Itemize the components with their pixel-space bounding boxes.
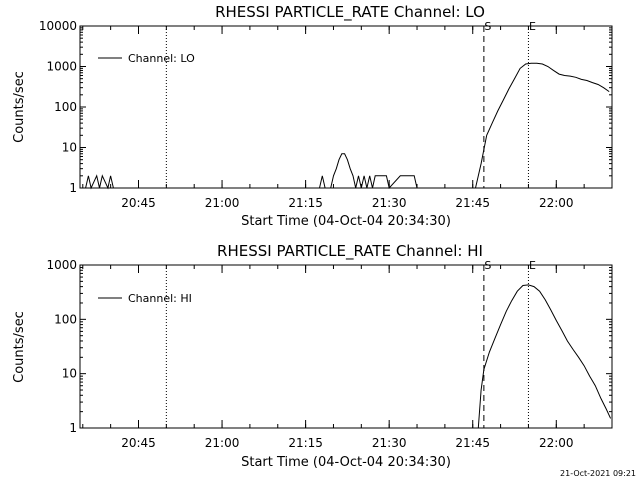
lo-series-line: [85, 62, 610, 190]
lo-x-tick-label: 22:00: [539, 196, 574, 210]
lo-y-tick-label: 10000: [39, 19, 77, 33]
hi-marker-label-E: E: [529, 259, 536, 272]
lo-legend-label: Channel: LO: [128, 52, 195, 65]
hi-y-tick-label: 100: [54, 312, 77, 326]
hi-x-tick-label: 21:45: [455, 436, 490, 450]
hi-x-tick-label: 20:45: [121, 436, 156, 450]
hi-y-tick-label: 10: [62, 367, 77, 381]
lo-x-axis-label: Start Time (04-Oct-04 20:34:30): [241, 214, 451, 229]
lo-x-axis: 20:45 21:00 21:15 21:30 21:45 22:00: [82, 26, 613, 210]
hi-y-tick-label: 1: [69, 421, 77, 435]
hi-y-tick-label: 1000: [46, 258, 77, 272]
lo-x-tick-label: 21:00: [205, 196, 240, 210]
lo-y-tick-label: 1: [69, 181, 77, 195]
hi-y-axis: 1 10 100 1000: [46, 258, 612, 435]
lo-chart-title: RHESSI PARTICLE_RATE Channel: LO: [215, 3, 485, 22]
hi-series-line: [477, 284, 612, 429]
hi-channel-panel: RHESSI PARTICLE_RATE Channel: HI 1101001…: [12, 242, 613, 470]
hi-x-axis: 20:45 21:00 21:15 21:30 21:45 22:00: [82, 265, 613, 450]
lo-y-tick-label: 1000: [46, 60, 77, 74]
hi-x-axis-label: Start Time (04-Oct-04 20:34:30): [241, 455, 451, 470]
lo-x-tick-label: 21:45: [455, 196, 490, 210]
lo-y-axis-label: Counts/sec: [12, 71, 27, 143]
hi-x-tick-label: 21:30: [372, 436, 407, 450]
hi-legend-label: Channel: HI: [128, 292, 192, 305]
lo-y-axis: 1 10 100 1000 10000: [39, 19, 612, 195]
hi-y-axis-label: Counts/sec: [12, 311, 27, 383]
hi-plot-frame: [79, 264, 613, 429]
generation-timestamp: 21-Oct-2021 09:21: [560, 469, 636, 478]
lo-x-tick-label: 21:15: [288, 196, 323, 210]
hi-x-tick-label: 22:00: [539, 436, 574, 450]
lo-channel-panel: RHESSI PARTICLE_RATE Channel: LO 1101001…: [12, 3, 613, 229]
lo-y-tick-label: 10: [62, 141, 77, 155]
lo-x-tick-label: 21:30: [372, 196, 407, 210]
hi-chart-title: RHESSI PARTICLE_RATE Channel: HI: [217, 242, 483, 261]
lo-y-tick-label: 100: [54, 100, 77, 114]
hi-x-tick-label: 21:00: [205, 436, 240, 450]
lo-marker-label-E: E: [529, 20, 536, 33]
lo-x-tick-label: 20:45: [121, 196, 156, 210]
hi-marker-label-S: S: [484, 259, 491, 272]
hi-x-tick-label: 21:15: [288, 436, 323, 450]
lo-marker-label-S: S: [484, 20, 491, 33]
